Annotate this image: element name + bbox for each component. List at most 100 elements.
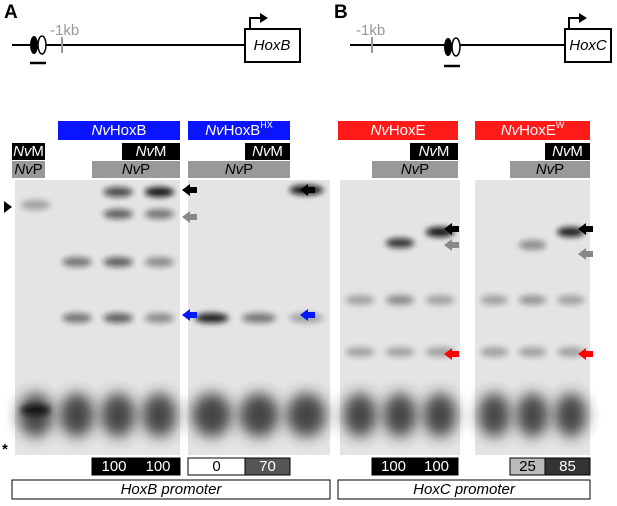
- scale-label: -1kb: [50, 22, 79, 39]
- text-part: Nv: [205, 122, 225, 139]
- text-part: P: [140, 161, 150, 178]
- gel-band: [345, 347, 375, 357]
- gene-label: HoxB: [254, 37, 291, 54]
- arrow: [182, 309, 197, 321]
- cofactor-label: NvM: [552, 143, 583, 160]
- promoter-label: HoxB promoter: [121, 481, 223, 498]
- cofactor-p-bar: [188, 161, 290, 178]
- cofactor-label: NvP: [14, 161, 42, 178]
- gel-band: [518, 347, 547, 357]
- quant-value: 100: [381, 458, 406, 475]
- free-probe: [554, 393, 587, 437]
- cofactor-label: NvM: [419, 143, 450, 160]
- quant-value: 100: [145, 458, 170, 475]
- cofactor-label: NvM: [13, 143, 44, 160]
- protein-bar: [58, 121, 180, 140]
- text-part: Nv: [401, 161, 421, 178]
- text-part: Nv: [252, 143, 272, 160]
- text-part: M: [31, 143, 44, 160]
- protein-label: NvHoxEW: [501, 120, 565, 139]
- protein-label: NvHoxBHX: [205, 120, 273, 139]
- gene-label: HoxC: [569, 37, 607, 54]
- arrow: [578, 223, 593, 235]
- gel-band: [20, 405, 51, 415]
- text-part: HoxE: [519, 122, 556, 139]
- protein-label: NvHoxE: [370, 122, 425, 139]
- free-probe: [59, 393, 95, 437]
- free-probe: [142, 393, 177, 437]
- cofactor-p-bar: [510, 161, 590, 178]
- cofactor-m-bar: [12, 143, 45, 160]
- gel-band: [62, 257, 92, 267]
- gel-band: [103, 187, 133, 197]
- text-part: Nv: [91, 122, 111, 139]
- gel-band: [103, 209, 133, 219]
- panel-letter: A: [4, 2, 18, 23]
- arrow: [182, 211, 197, 223]
- panel-a-diagram: A -1kb HoxB: [4, 2, 301, 65]
- arrow: [300, 184, 315, 196]
- text-part: Nv: [419, 143, 439, 160]
- cofactor-label: NvP: [401, 161, 429, 178]
- free-probe-label: *: [2, 441, 8, 458]
- arrow: [300, 309, 315, 321]
- quant-value: 85: [559, 458, 576, 475]
- gel-band: [144, 187, 175, 197]
- gel-band: [518, 295, 547, 305]
- free-probe: [478, 393, 511, 437]
- scale-label: -1kb: [356, 22, 385, 39]
- free-probe: [239, 393, 279, 437]
- text-part: M: [270, 143, 283, 160]
- gel-band: [20, 200, 51, 210]
- arrow: [444, 223, 459, 235]
- free-probe: [191, 393, 232, 437]
- cofactor-m-bar: [245, 143, 290, 160]
- quant-value: 100: [101, 458, 126, 475]
- gel-band: [385, 347, 415, 357]
- gel-band: [480, 347, 508, 357]
- text-part: P: [554, 161, 564, 178]
- gel-band: [103, 313, 133, 323]
- gel-band: [345, 295, 375, 305]
- quant-box: [414, 457, 459, 476]
- gel-band: [480, 295, 508, 305]
- gel-band: [144, 313, 175, 323]
- text-part: Nv: [122, 161, 142, 178]
- text-part: Nv: [552, 143, 572, 160]
- text-part: HoxB: [110, 122, 147, 139]
- cofactor-label: NvP: [225, 161, 253, 178]
- well-marker: [4, 201, 12, 213]
- text-part: Nv: [136, 143, 156, 160]
- promoter-label: HoxC promoter: [413, 481, 516, 498]
- arrow: [444, 239, 459, 251]
- free-probe: [286, 393, 327, 437]
- free-probe: [423, 393, 457, 437]
- gel-band: [557, 347, 585, 357]
- quant-box: [544, 457, 591, 476]
- cofactor-p-bar: [372, 161, 458, 178]
- free-probe: [343, 393, 377, 437]
- arrow: [444, 348, 459, 360]
- gels: [4, 180, 593, 455]
- text-part: Nv: [536, 161, 556, 178]
- gel-band: [385, 295, 415, 305]
- text-part: HoxB: [224, 122, 261, 139]
- gel-band: [557, 295, 585, 305]
- cofactor-label: NvP: [536, 161, 564, 178]
- gel-band: [62, 313, 92, 323]
- text-part: Nv: [225, 161, 245, 178]
- text-part: P: [243, 161, 253, 178]
- cofactor-label: NvM: [136, 143, 167, 160]
- gel-band: [144, 257, 175, 267]
- gel-band: [194, 313, 229, 323]
- gel-band: [518, 240, 547, 250]
- protein-bar: [338, 121, 458, 140]
- text-part: HoxE: [389, 122, 426, 139]
- gel-band: [241, 313, 277, 323]
- cofactor-label: NvP: [122, 161, 150, 178]
- protein-bar: [188, 121, 290, 140]
- panel-b-diagram: B -1kb HoxC: [334, 2, 612, 68]
- panel-letter: B: [334, 2, 348, 23]
- quant-box: [135, 457, 181, 476]
